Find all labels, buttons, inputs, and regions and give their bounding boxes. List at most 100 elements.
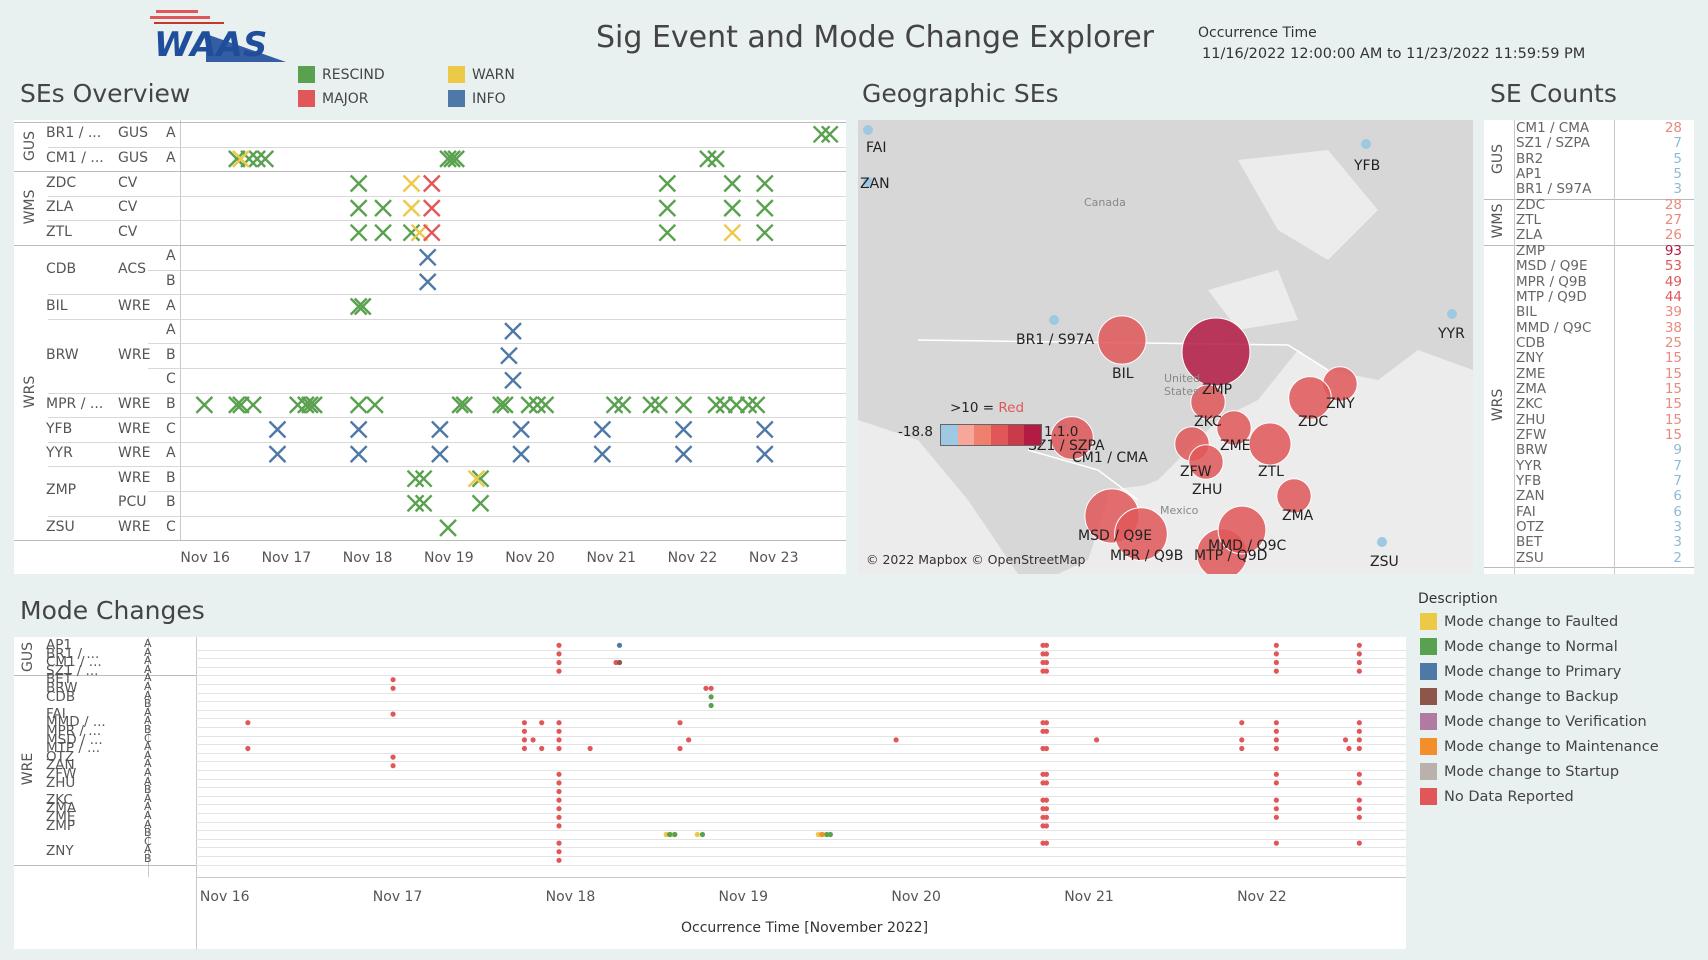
se-event-mark[interactable] [374,199,392,217]
mc-point[interactable] [1273,659,1279,666]
description-item[interactable]: Mode change to Primary [1420,663,1621,680]
mc-point[interactable] [539,745,545,752]
mc-point[interactable] [556,771,562,777]
mc-point[interactable] [530,737,536,743]
se-event-mark[interactable] [755,420,774,439]
mc-point[interactable] [1043,797,1050,803]
mc-point[interactable] [556,720,562,726]
mc-point[interactable] [556,840,562,846]
mc-point[interactable] [686,737,692,743]
mc-point[interactable] [1239,720,1245,726]
mc-point[interactable] [521,737,528,743]
mc-point[interactable] [521,745,528,752]
mc-point[interactable] [708,702,714,709]
se-event-mark[interactable] [755,199,774,217]
mc-point[interactable] [667,831,673,838]
se-event-mark[interactable] [349,396,368,414]
se-event-mark[interactable] [707,150,725,168]
se-event-mark[interactable] [642,396,660,414]
mc-point[interactable] [1356,814,1362,820]
se-event-mark[interactable] [439,519,457,537]
mc-point[interactable] [616,659,623,666]
se-event-mark[interactable] [739,396,758,414]
se-event-mark[interactable] [349,199,368,217]
mc-point[interactable] [556,806,562,812]
mc-point[interactable] [1239,745,1245,752]
site-marker[interactable] [1217,505,1267,555]
mc-point[interactable] [1043,728,1050,734]
se-event-mark[interactable] [402,174,421,193]
se-event-mark[interactable] [414,494,433,513]
mc-point[interactable] [587,745,593,752]
mc-point[interactable] [1043,651,1050,657]
mc-point[interactable] [390,763,396,769]
mc-point[interactable] [390,677,396,683]
site-marker[interactable] [1050,416,1094,460]
se-event-mark[interactable] [244,396,262,414]
mc-point[interactable] [1239,737,1245,743]
mc-point[interactable] [1356,797,1362,803]
se-event-mark[interactable] [658,199,677,217]
site-marker[interactable] [863,177,873,187]
mc-point[interactable] [1356,728,1362,734]
mc-point[interactable] [1273,745,1279,752]
se-event-mark[interactable] [723,174,742,193]
se-event-mark[interactable] [496,396,514,414]
mc-point[interactable] [556,745,562,752]
occurrence-range[interactable]: 11/16/2022 12:00:00 AM to 11/23/2022 11:… [1202,46,1586,62]
se-event-mark[interactable] [520,396,539,414]
mc-point[interactable] [1356,668,1362,674]
se-legend-item[interactable]: INFO [448,90,506,107]
se-event-mark[interactable] [431,445,449,463]
se-event-mark[interactable] [422,174,441,193]
se-event-mark[interactable] [755,174,774,193]
se-event-mark[interactable] [414,469,433,488]
se-event-mark[interactable] [232,150,250,168]
se-event-mark[interactable] [504,322,522,340]
se-event-mark[interactable] [268,420,287,439]
se-event-mark[interactable] [528,396,547,414]
mc-point[interactable] [1346,745,1352,752]
site-marker[interactable] [1114,507,1168,561]
description-item[interactable]: Mode change to Faulted [1420,613,1618,630]
se-event-mark[interactable] [406,494,425,513]
site-marker[interactable] [1447,309,1457,319]
mc-point[interactable] [1043,806,1050,812]
se-event-mark[interactable] [658,174,677,193]
mc-point[interactable] [245,720,251,726]
mc-point[interactable] [1356,745,1362,752]
se-event-mark[interactable] [349,445,368,463]
mc-point[interactable] [1043,814,1050,820]
description-item[interactable]: No Data Reported [1420,788,1574,805]
site-marker[interactable] [1361,139,1371,149]
mc-point[interactable] [1043,840,1050,846]
mc-point[interactable] [1043,745,1050,752]
mc-point[interactable] [708,694,714,700]
mc-point[interactable] [1356,806,1362,812]
mc-point[interactable] [1043,720,1050,726]
site-marker[interactable] [1377,537,1387,547]
site-marker[interactable] [1216,410,1252,446]
site-marker[interactable] [1188,444,1224,480]
se-event-mark[interactable] [512,420,530,439]
mc-point[interactable] [1043,780,1050,786]
se-event-mark[interactable] [723,199,742,217]
mc-point[interactable] [1356,780,1362,786]
mc-point[interactable] [616,642,623,648]
site-marker[interactable] [1181,317,1251,387]
mc-point[interactable] [521,720,528,726]
mc-point[interactable] [521,728,528,734]
site-marker[interactable] [1049,315,1059,325]
mc-point[interactable] [556,814,562,820]
mc-point[interactable] [677,745,683,752]
se-event-mark[interactable] [613,396,632,414]
mc-point[interactable] [556,642,562,648]
se-event-mark[interactable] [353,297,372,316]
se-event-mark[interactable] [402,223,421,242]
se-event-mark[interactable] [451,396,470,414]
mc-point[interactable] [1273,728,1279,734]
mc-point[interactable] [556,651,562,657]
se-event-mark[interactable] [707,396,725,414]
se-event-mark[interactable] [443,150,461,168]
mc-point[interactable] [390,685,396,691]
